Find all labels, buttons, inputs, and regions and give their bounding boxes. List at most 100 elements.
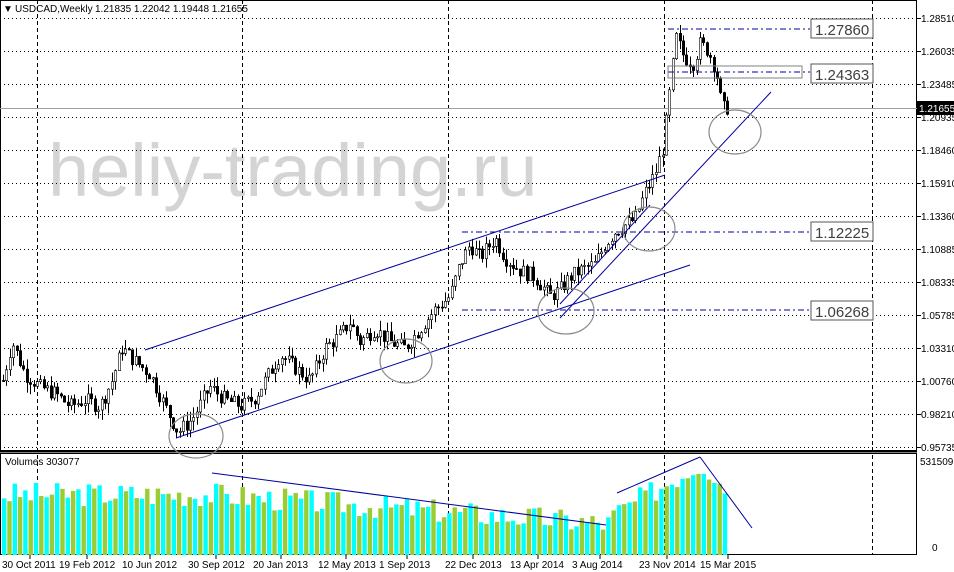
candle-body: [237, 395, 241, 407]
volume-bar: [696, 473, 701, 555]
candle-body: [470, 246, 474, 256]
candle-body: [21, 365, 25, 370]
candle-body: [552, 293, 556, 300]
candle-body: [443, 300, 447, 308]
candle-body: [287, 355, 291, 360]
candle-body: [317, 360, 321, 364]
volume-bar: [473, 505, 479, 555]
candle-body: [189, 420, 193, 431]
uptrend-line: [559, 91, 772, 319]
candle-body: [589, 261, 593, 267]
volume-bar: [102, 502, 108, 555]
grid-lines: [0, 18, 917, 448]
candle-body: [175, 428, 179, 433]
volume-bar: [484, 523, 489, 555]
volume-bar: [145, 488, 150, 555]
channel-upper-line: [144, 174, 666, 351]
volume-bar: [288, 495, 293, 555]
candle-body: [104, 398, 108, 404]
candle-body: [531, 266, 535, 281]
circle-2015: [708, 109, 762, 155]
volume-bar: [606, 517, 611, 555]
candle-body: [406, 344, 410, 350]
volume-bar: [155, 488, 161, 555]
candle-body: [467, 246, 471, 251]
volume-bar: [267, 491, 272, 555]
candle-body: [548, 285, 552, 294]
volume-bar: [680, 478, 685, 555]
volume-bar: [314, 511, 320, 555]
candle-body: [5, 369, 9, 381]
candle-body: [701, 37, 705, 43]
volume-bar: [346, 504, 351, 555]
volume-bar: [627, 502, 632, 555]
candle-body: [135, 356, 139, 366]
header-symbol: USDCAD,Weekly: [15, 4, 93, 15]
volume-bar: [553, 513, 558, 555]
candle-body: [247, 396, 251, 399]
candle-body: [263, 376, 267, 390]
candle-body: [528, 266, 532, 282]
volume-bar: [653, 500, 659, 555]
candle-body: [593, 260, 597, 263]
svg-text:1.12225: 1.12225: [815, 225, 869, 242]
candle-body: [73, 398, 77, 405]
volume-bar: [691, 475, 696, 555]
candle-body: [385, 331, 389, 342]
watermark: heliy-trading.ru: [48, 129, 537, 212]
volume-bar: [357, 516, 362, 555]
candle-body: [402, 339, 406, 346]
candle-body: [637, 208, 641, 212]
candle-body: [165, 397, 169, 406]
candle-body: [487, 243, 491, 248]
volume-bar: [33, 482, 39, 555]
volume-bar: [510, 520, 516, 555]
candle-body: [209, 386, 213, 394]
candle-body: [718, 78, 722, 93]
candle-body: [107, 388, 111, 404]
volume-bar: [669, 484, 675, 555]
candle-body: [725, 100, 729, 115]
volume-bar: [76, 489, 81, 555]
chart-header: ▼ USDCAD,Weekly 1.21835 1.22042 1.19448 …: [3, 4, 248, 15]
candle-body: [712, 57, 716, 73]
volume-bar: [251, 493, 256, 555]
volume-bar: [118, 485, 123, 555]
candle-body: [603, 250, 607, 253]
time-tick-label: 30 Oct 2011: [2, 560, 56, 571]
candle-body: [664, 114, 668, 156]
volume-bar: [706, 479, 712, 555]
candle-body: [375, 336, 379, 339]
candle-body: [55, 386, 59, 395]
volume-bar: [70, 490, 76, 555]
candle-body: [722, 92, 726, 102]
volume-bar: [277, 509, 282, 555]
volume-bar: [171, 499, 176, 555]
candle-body: [256, 395, 260, 405]
volume-bar: [569, 529, 574, 555]
candle-body: [514, 268, 518, 270]
header-arrow-icon: ▼: [3, 4, 13, 15]
level-label-4: 1.06268: [810, 300, 874, 321]
volume-bar: [426, 506, 431, 555]
candle-body: [565, 275, 569, 291]
price-tick-label: 1.10885: [921, 245, 954, 256]
price-tick-label: 0.98210: [921, 410, 954, 421]
volume-bar: [161, 494, 166, 555]
candle-body: [715, 71, 719, 79]
candle-body: [266, 368, 270, 378]
volume-decline-line: [211, 472, 607, 526]
level-lines: [462, 28, 810, 311]
volume-bar: [500, 509, 505, 555]
candle-body: [42, 379, 46, 389]
price-tick-label: 1.20935: [921, 113, 954, 124]
candle-body: [525, 265, 529, 282]
header-ohlc: 1.21835 1.22042 1.19448 1.21655: [95, 4, 248, 15]
volume-bar: [526, 508, 532, 555]
candle-body: [358, 335, 362, 345]
volume-bar: [150, 503, 155, 555]
candle-body: [250, 396, 254, 402]
volume-bar: [60, 488, 65, 555]
volume-bar: [399, 505, 404, 555]
